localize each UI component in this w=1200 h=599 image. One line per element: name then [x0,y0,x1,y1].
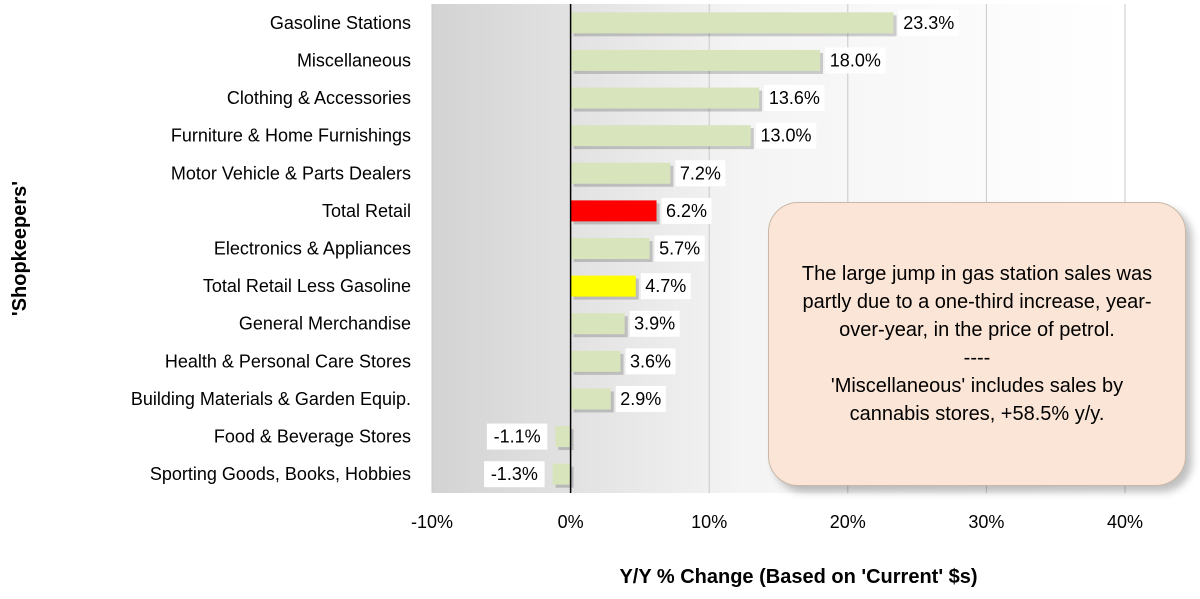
x-tick-label: 0% [558,512,584,532]
value-label: 6.2% [666,201,707,221]
category-label: Building Materials & Garden Equip. [131,389,411,409]
bar [570,238,650,259]
category-label: Total Retail Less Gasoline [203,276,411,296]
value-label: 7.2% [680,163,721,183]
value-label-box [640,273,691,300]
value-label: 13.6% [769,88,820,108]
bar [570,12,894,34]
value-label-box [764,85,825,112]
value-label: 23.3% [903,13,954,33]
value-label: -1.3% [491,464,538,484]
bar [555,426,571,448]
x-axis-title: Y/Y % Change (Based on 'Current' $s) [619,566,977,588]
category-label: Electronics & Appliances [214,239,411,259]
bar [570,313,625,335]
callout-separator: ---- [963,347,991,369]
value-label-box [825,47,886,74]
category-label: General Merchandise [239,314,411,334]
value-label-box [615,385,666,412]
value-label: 3.6% [630,351,671,371]
value-label: 2.9% [620,389,661,409]
value-label: 5.7% [659,239,700,259]
value-label-box [484,461,545,488]
bar [552,463,571,485]
value-label: 4.7% [645,276,686,296]
category-label: Total Retail [322,201,411,221]
bar [570,125,751,147]
category-label: Motor Vehicle & Parts Dealers [171,163,411,183]
callout-text-gas: The large jump in gas station sales was … [801,263,1153,341]
category-label: Sporting Goods, Books, Hobbies [150,464,411,484]
category-label: Health & Personal Care Stores [165,351,411,371]
annotation-callout: The large jump in gas station sales was … [768,202,1186,486]
value-label: 3.9% [634,314,675,334]
bar [570,388,611,410]
category-label: Clothing & Accessories [227,88,411,108]
y-axis-title: 'Shopkeepers' [9,181,31,316]
category-label: Gasoline Stations [270,13,411,33]
value-label: -1.1% [494,427,541,447]
x-tick-label: 30% [968,512,1004,532]
value-label-box [654,235,705,262]
category-label: Food & Beverage Stores [214,427,411,447]
bar [570,87,760,109]
bar [570,49,821,71]
bar [570,275,636,297]
value-label-box [486,423,548,450]
value-label-box [661,197,712,224]
value-label-box [625,348,676,375]
value-label: 18.0% [830,50,881,70]
value-label-box [755,122,817,149]
x-tick-label: 10% [691,512,727,532]
value-label-box [675,160,726,187]
value-label-box [898,9,960,36]
bar [570,350,621,372]
category-label: Miscellaneous [297,50,411,70]
bar [570,162,671,184]
category-label: Furniture & Home Furnishings [171,126,411,146]
x-tick-label: 40% [1107,512,1143,532]
value-label: 13.0% [761,126,812,146]
value-label-box [629,310,680,337]
callout-text-misc: 'Miscellaneous' includes sales by cannab… [830,375,1124,425]
x-tick-label: 20% [830,512,866,532]
x-tick-label: -10% [411,512,453,532]
bar [570,200,657,222]
